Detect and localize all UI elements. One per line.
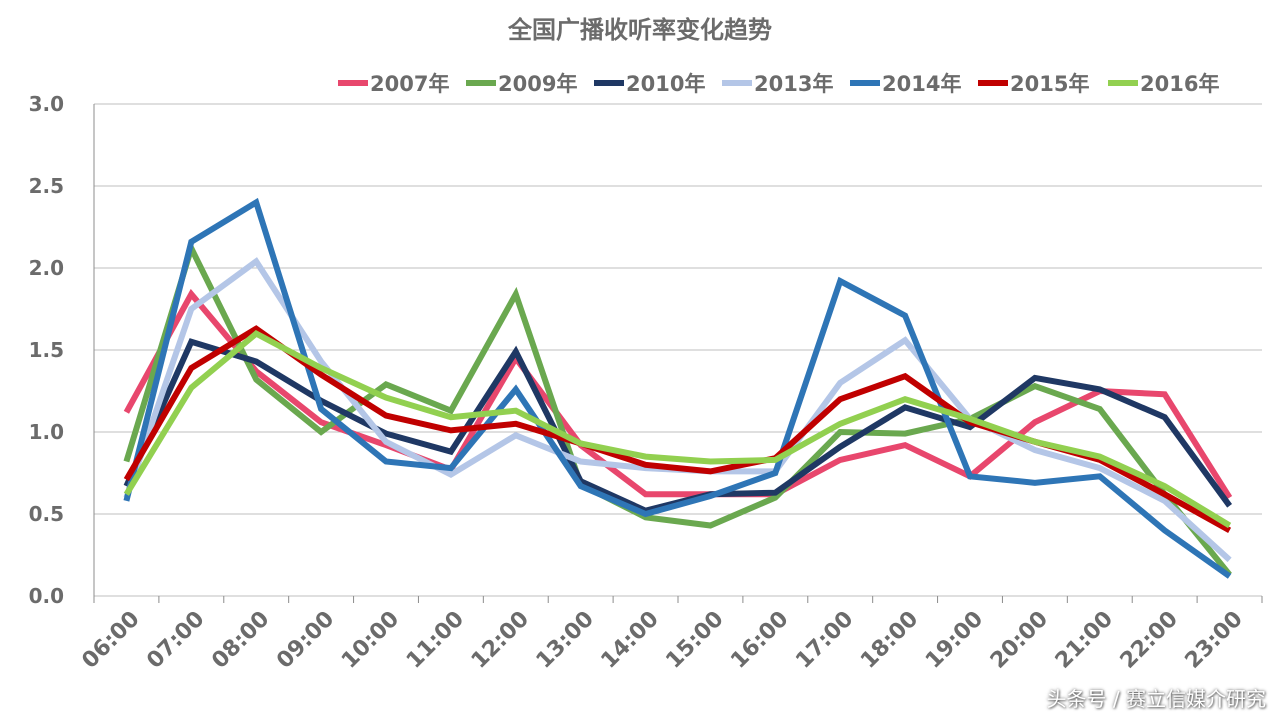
- x-tick-label: 21:00: [1051, 607, 1118, 674]
- source-credit: 头条号 / 赛立信媒介研究: [1046, 687, 1266, 711]
- x-tick-label: 06:00: [77, 607, 144, 674]
- y-tick-label: 2.0: [29, 256, 64, 280]
- series-lines: [123, 197, 1233, 579]
- x-tick-label: 07:00: [142, 607, 209, 674]
- legend-label: 2015年: [1010, 72, 1089, 96]
- x-tick-label: 14:00: [597, 607, 664, 674]
- x-tick-label: 23:00: [1181, 607, 1248, 674]
- x-tick-label: 13:00: [532, 607, 599, 674]
- legend-label: 2009年: [498, 72, 577, 96]
- x-tick-label: 08:00: [207, 607, 274, 674]
- x-tick-label: 12:00: [467, 607, 534, 674]
- series-line-2007: [123, 288, 1233, 500]
- series-line-2016: [123, 330, 1232, 529]
- x-tick-label: 20:00: [986, 607, 1053, 674]
- series-line-2010: [123, 338, 1233, 514]
- series-line-2009: [123, 240, 1232, 577]
- x-tick-label: 16:00: [726, 607, 793, 674]
- x-tick-label: 19:00: [921, 607, 988, 674]
- legend-label: 2016年: [1140, 72, 1219, 96]
- x-tick-label: 22:00: [1116, 607, 1183, 674]
- x-tick-label: 11:00: [402, 607, 469, 674]
- series-line-2014: [123, 197, 1232, 579]
- legend-label: 2010年: [626, 72, 705, 96]
- legend: 2007年 2009年 2010年 2013年 2014年 2015年 2016年: [338, 72, 1219, 96]
- y-tick-label: 1.0: [29, 420, 64, 444]
- x-tick-label: 10:00: [337, 607, 404, 674]
- y-tick-label: 1.5: [29, 338, 64, 362]
- x-tick-label: 17:00: [791, 607, 858, 674]
- y-tick-label: 3.0: [29, 92, 64, 116]
- x-tick-label: 15:00: [661, 607, 728, 674]
- legend-label: 2014年: [882, 72, 961, 96]
- legend-label: 2013年: [754, 72, 833, 96]
- x-tick-label: 09:00: [272, 607, 339, 674]
- y-tick-label: 0.0: [29, 584, 64, 608]
- chart-title: 全国广播收听率变化趋势: [507, 16, 772, 44]
- legend-label: 2007年: [370, 72, 449, 96]
- y-axis: 0.0 0.5 1.0 1.5 2.0 2.5 3.0: [29, 92, 95, 608]
- y-tick-label: 2.5: [29, 174, 64, 198]
- x-axis: 06:0007:0008:0009:0010:0011:0012:0013:00…: [77, 596, 1263, 674]
- x-tick-label: 18:00: [856, 607, 923, 674]
- y-tick-label: 0.5: [29, 502, 64, 526]
